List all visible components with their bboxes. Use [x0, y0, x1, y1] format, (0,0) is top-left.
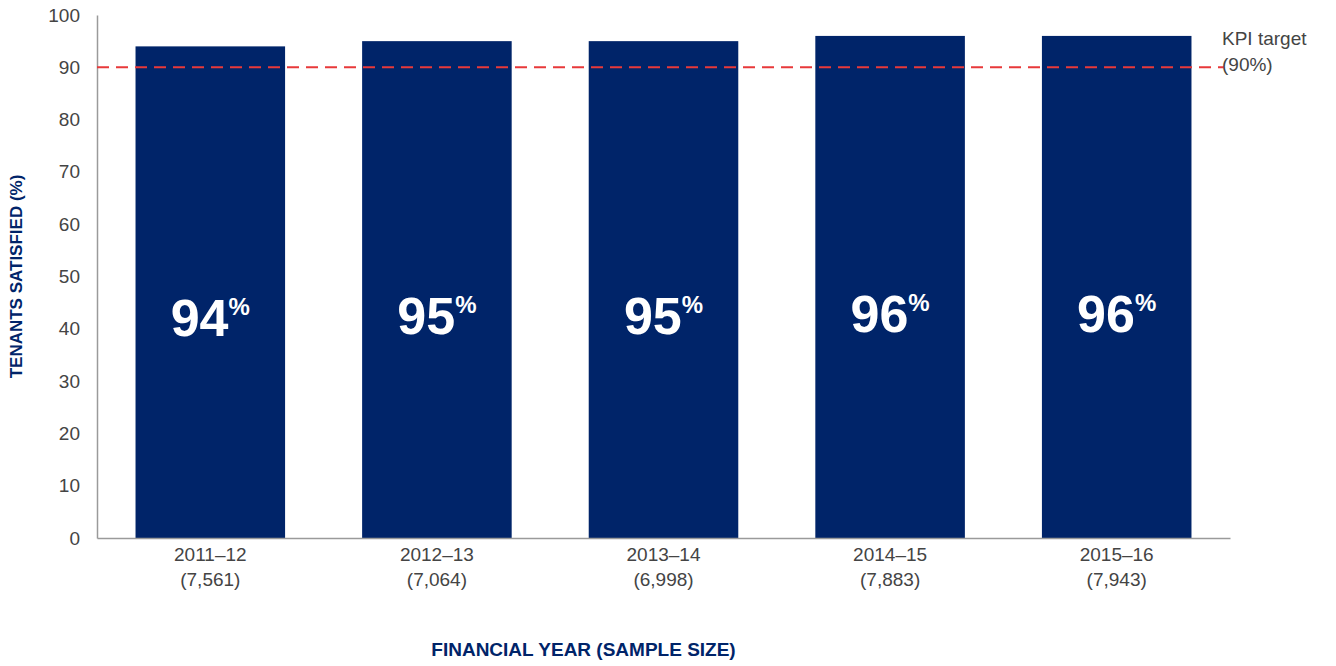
tick: 2014–15 (7,883)	[853, 538, 927, 590]
x-axis: 2011–12 (7,561) 2012–13 (7,064) 2013–14 (6,99…	[98, 538, 1231, 590]
tick-label-line: 2012–13	[400, 544, 474, 565]
tick-label-line: 2015–16	[1080, 544, 1154, 565]
tick-label: 90	[59, 57, 80, 78]
target-line	[97, 66, 1224, 68]
bar	[815, 36, 965, 538]
tick: 60	[59, 214, 97, 235]
tick-label: 100	[48, 5, 80, 26]
tick-label-line: 2013–14	[627, 544, 701, 565]
tick-label: 60	[59, 214, 80, 235]
tick: 2013–14 (6,998)	[627, 538, 701, 590]
tick-label: 2012–13 (7,064)	[400, 544, 474, 590]
data-label-number: 96	[1077, 285, 1135, 343]
tick-label-line: (7,883)	[860, 569, 920, 590]
annotation-line: KPI target	[1222, 28, 1307, 49]
axis-line	[98, 538, 1231, 540]
tick: 2015–16 (7,943)	[1080, 538, 1154, 590]
tick: 80	[59, 109, 97, 130]
data-label: 95%	[397, 287, 476, 345]
tick-label: 70	[59, 161, 80, 182]
chart: 0 10 20 30 40 50 60 70 80 90 100 2011–12 (7,561) 2012…	[0, 0, 1336, 666]
data-label: 96%	[851, 285, 930, 343]
y-axis-title: TENANTS SATISFIED (%)	[7, 175, 26, 379]
bar	[362, 41, 512, 538]
data-label-unit: %	[1135, 289, 1156, 316]
tick-label-line: (7,561)	[180, 569, 240, 590]
data-label-unit: %	[682, 291, 703, 318]
tick-label-line: 2011–12	[174, 544, 247, 565]
tick-label: 50	[59, 266, 80, 287]
x-axis-title: FINANCIAL YEAR (SAMPLE SIZE)	[431, 639, 735, 660]
annotation-line: (90%)	[1222, 54, 1273, 75]
bar	[136, 46, 286, 538]
bar	[589, 41, 739, 538]
tick: 2011–12 (7,561)	[174, 538, 247, 590]
data-label-number: 95	[397, 287, 455, 345]
tick-label: 2013–14 (6,998)	[627, 544, 701, 590]
tick: 0	[69, 528, 97, 549]
tick: 90	[59, 57, 97, 78]
bars	[136, 36, 1192, 538]
tick-label: 2011–12 (7,561)	[174, 544, 247, 590]
tick: 50	[59, 266, 97, 287]
tick: 100	[48, 5, 97, 26]
tick-label: 20	[59, 423, 80, 444]
tick: 30	[59, 371, 97, 392]
data-labels: 94%95%95%96%96%	[171, 285, 1157, 347]
tick-label-line: (7,943)	[1087, 569, 1147, 590]
tick-label-line: 2014–15	[853, 544, 927, 565]
annotation: KPI target (90%)	[1222, 28, 1307, 75]
tick-label: 40	[59, 318, 80, 339]
y-axis: 0 10 20 30 40 50 60 70 80 90 100	[48, 5, 97, 549]
tick-label: 0	[69, 528, 80, 549]
data-label-unit: %	[908, 289, 929, 316]
bar	[1042, 36, 1192, 538]
tick: 2012–13 (7,064)	[400, 538, 474, 590]
tick: 70	[59, 161, 97, 182]
tick-label: 10	[59, 475, 80, 496]
tick-label-line: (7,064)	[407, 569, 467, 590]
tick: 40	[59, 318, 97, 339]
data-label: 95%	[624, 287, 703, 345]
axis-line	[97, 16, 99, 539]
tick-label: 30	[59, 371, 80, 392]
data-label: 96%	[1077, 285, 1156, 343]
data-label-unit: %	[229, 293, 250, 320]
tick-label-line: (6,998)	[633, 569, 693, 590]
tick-label: 2014–15 (7,883)	[853, 544, 927, 590]
data-label-number: 96	[851, 285, 909, 343]
tick-label: 2015–16 (7,943)	[1080, 544, 1154, 590]
data-label-number: 94	[171, 289, 229, 347]
data-label-unit: %	[455, 291, 476, 318]
data-label-number: 95	[624, 287, 682, 345]
tick: 10	[59, 475, 97, 496]
tick-label: 80	[59, 109, 80, 130]
tick: 20	[59, 423, 97, 444]
data-label: 94%	[171, 289, 250, 347]
